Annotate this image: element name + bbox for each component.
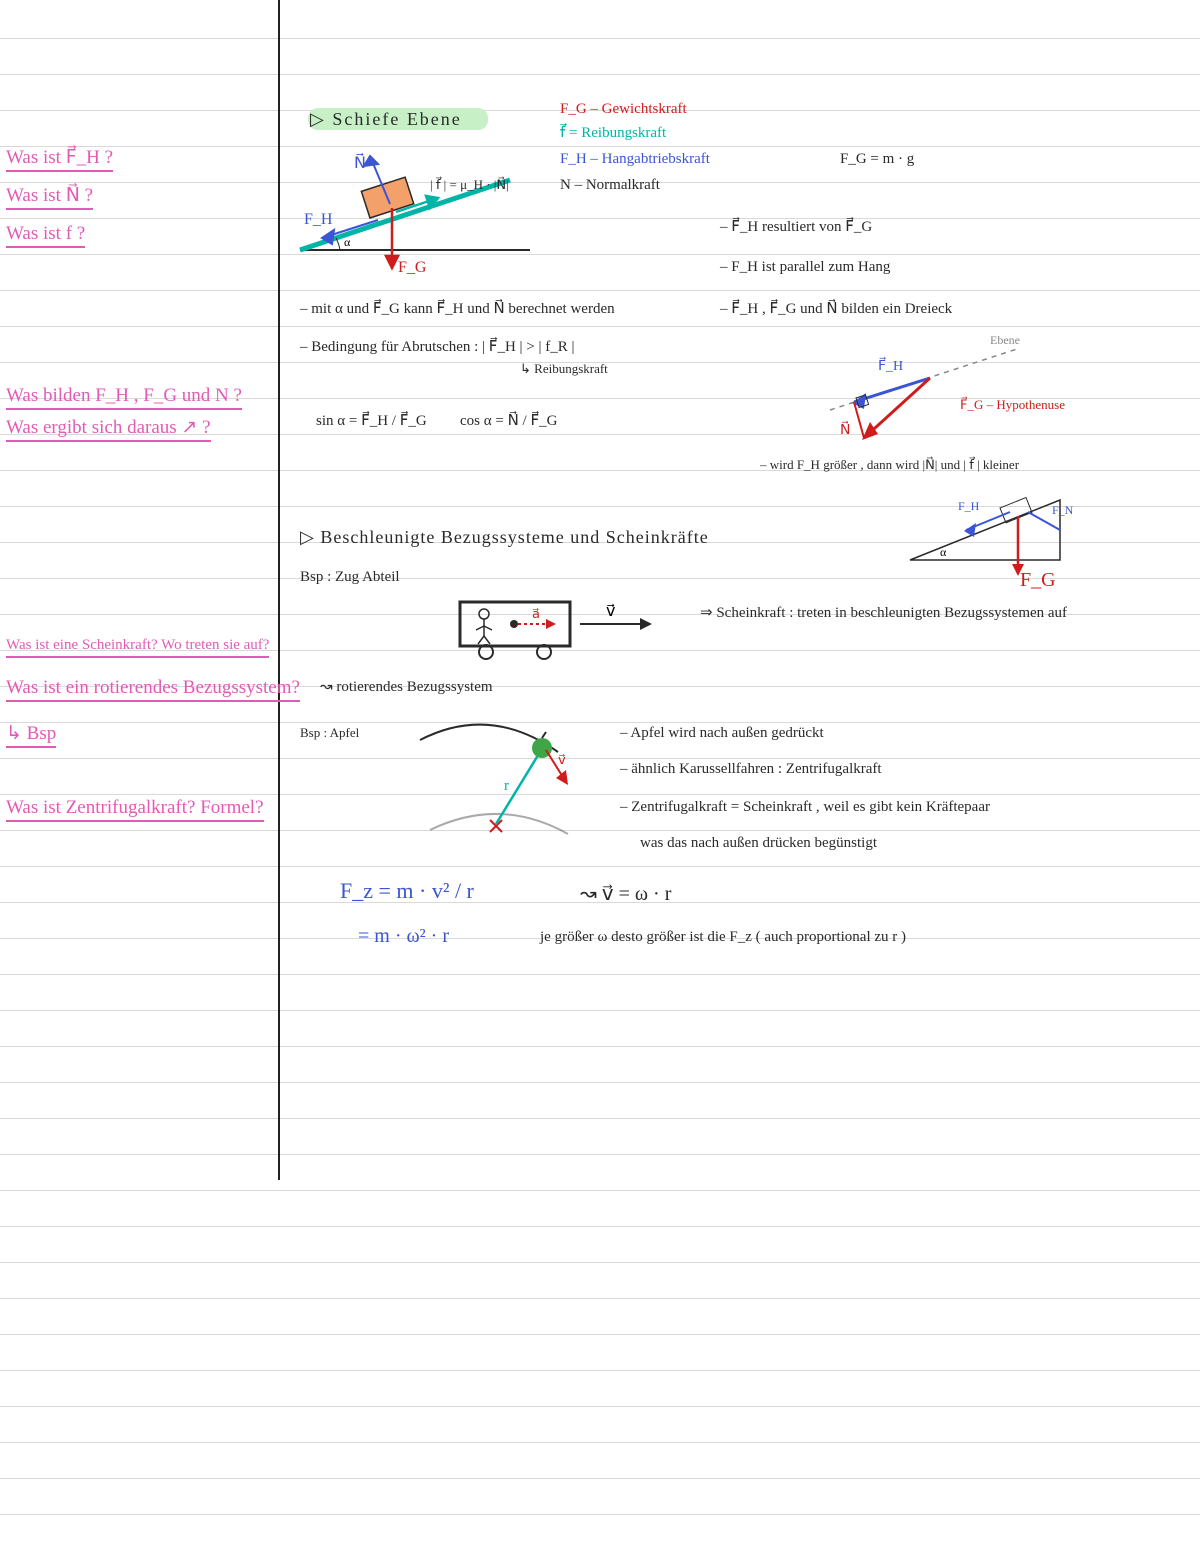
svg-text:F_N: F_N [1052, 503, 1074, 517]
q-schein: Was ist eine Scheinkraft? Wo treten sie … [6, 638, 269, 653]
ruled-line [0, 146, 1200, 147]
legend-n: N – Normalkraft [560, 178, 660, 193]
note-l2sub: ↳ Reibungskraft [520, 362, 608, 375]
ruled-line [0, 1154, 1200, 1155]
scheinkraft-note: ⇒ Scheinkraft : treten in beschleunigten… [700, 606, 1067, 621]
mini-fg-label: F_G [1020, 570, 1056, 590]
svg-text:v⃗: v⃗ [606, 603, 615, 620]
fz-formula: F_z = m · v² / r [340, 880, 474, 902]
svg-text:v⃗: v⃗ [558, 752, 566, 767]
svg-text:α: α [344, 235, 351, 249]
v-omega: ↝ v⃗ = ω · r [580, 884, 671, 904]
ruled-line [0, 1082, 1200, 1083]
ruled-line [0, 470, 1200, 471]
trig-sin: sin α = F⃗_H / F⃗_G [316, 414, 427, 429]
svg-text:a⃗: a⃗ [532, 606, 540, 621]
legend-f: f⃗ = Reibungskraft [560, 126, 666, 141]
ruled-line [0, 1406, 1200, 1407]
section2-title: ▷ Beschleunigte Bezugssysteme und Schein… [300, 528, 709, 546]
svg-text:F_H: F_H [958, 499, 980, 513]
ruled-line [0, 794, 1200, 795]
tri-fg-label: F⃗_G – Hypothenuse [960, 398, 1065, 411]
margin-line [278, 0, 280, 1180]
rot-bez: ↝ rotierendes Bezugssystem [320, 680, 493, 695]
bsp-zug: Bsp : Zug Abteil [300, 570, 400, 585]
ruled-line [0, 1442, 1200, 1443]
ruled-line [0, 1046, 1200, 1047]
q-n: Was ist N⃗ ? [6, 186, 93, 205]
ruled-line [0, 1226, 1200, 1227]
ruled-line [0, 74, 1200, 75]
ruled-line [0, 218, 1200, 219]
q-bsp: ↳ Bsp [6, 724, 56, 743]
q-f: Was ist f ? [6, 224, 85, 243]
page: // we draw rules after JSON bind below ▷… [0, 0, 1200, 1550]
svg-text:N⃗: N⃗ [354, 152, 366, 172]
ruled-line [0, 1118, 1200, 1119]
legend-fh: F_H – Hangabtriebskraft [560, 152, 710, 167]
ruled-line [0, 1514, 1200, 1515]
ruled-line [0, 326, 1200, 327]
ruled-line [0, 1334, 1200, 1335]
q-triangle: Was bilden F_H , F_G und N ? [6, 386, 242, 405]
legend-fg: F_G – Gewichtskraft [560, 102, 687, 117]
train-diagram: a⃗ v⃗ [450, 596, 670, 666]
note-l2: – Bedingung für Abrutschen : | F⃗_H | > … [300, 340, 575, 355]
friction-eq: | f⃗ | = μ_H · |N⃗| [430, 178, 509, 191]
svg-text:r: r [504, 778, 509, 794]
force-triangle: Ebene F⃗_H N⃗ [820, 330, 1040, 450]
mini-incline: α F_H F_N [900, 490, 1080, 580]
incline-diagram: N⃗ F_H F_G α [300, 140, 540, 280]
apfel-n3: – Zentrifugalkraft = Scheinkraft , weil … [620, 800, 990, 815]
apple-diagram: r v⃗ [390, 710, 590, 840]
q-rotbez: Was ist ein rotierendes Bezugssystem? [6, 678, 300, 697]
ruled-line [0, 974, 1200, 975]
ruled-line [0, 254, 1200, 255]
apfel-n4: was das nach außen drücken begünstigt [640, 836, 877, 851]
note-r2: – F_H ist parallel zum Hang [720, 260, 890, 275]
note-l1: – mit α und F⃗_G kann F⃗_H und N⃗ berech… [300, 302, 615, 317]
note-r3: – F⃗_H , F⃗_G und N⃗ bilden ein Dreieck [720, 302, 952, 317]
ruled-line [0, 290, 1200, 291]
q-fh: Was ist F⃗_H ? [6, 148, 113, 167]
legend-fg-formula: F_G = m · g [840, 152, 914, 167]
note-r4: – wird F_H größer , dann wird |N⃗| und |… [760, 458, 1019, 471]
svg-text:F_H: F_H [304, 211, 333, 228]
ruled-line [0, 1262, 1200, 1263]
fz-formula2: = m · ω² · r [358, 926, 449, 946]
fz-note: je größer ω desto größer ist die F_z ( a… [540, 930, 906, 945]
ruled-line [0, 866, 1200, 867]
svg-text:Ebene: Ebene [990, 333, 1020, 347]
ruled-line [0, 830, 1200, 831]
svg-text:N⃗: N⃗ [840, 420, 850, 438]
q-daraus: Was ergibt sich daraus ↗ ? [6, 418, 211, 437]
ruled-line [0, 1298, 1200, 1299]
bsp-apfel: Bsp : Apfel [300, 726, 359, 739]
apfel-n1: – Apfel wird nach außen gedrückt [620, 726, 824, 741]
ruled-line [0, 1010, 1200, 1011]
ruled-line [0, 758, 1200, 759]
ruled-line [0, 38, 1200, 39]
svg-text:F⃗_H: F⃗_H [878, 356, 903, 374]
note-r1: – F⃗_H resultiert von F⃗_G [720, 220, 872, 235]
trig-cos: cos α = N⃗ / F⃗_G [460, 414, 557, 429]
ruled-line [0, 1370, 1200, 1371]
apfel-n2: – ähnlich Karussellfahren : Zentrifugalk… [620, 762, 882, 777]
ruled-line [0, 1478, 1200, 1479]
q-zentri: Was ist Zentrifugalkraft? Formel? [6, 798, 264, 817]
ruled-line [0, 1190, 1200, 1191]
svg-text:α: α [940, 545, 947, 559]
svg-text:F_G: F_G [398, 259, 427, 276]
ruled-line [0, 722, 1200, 723]
section1-title: ▷ Schiefe Ebene [310, 110, 462, 128]
